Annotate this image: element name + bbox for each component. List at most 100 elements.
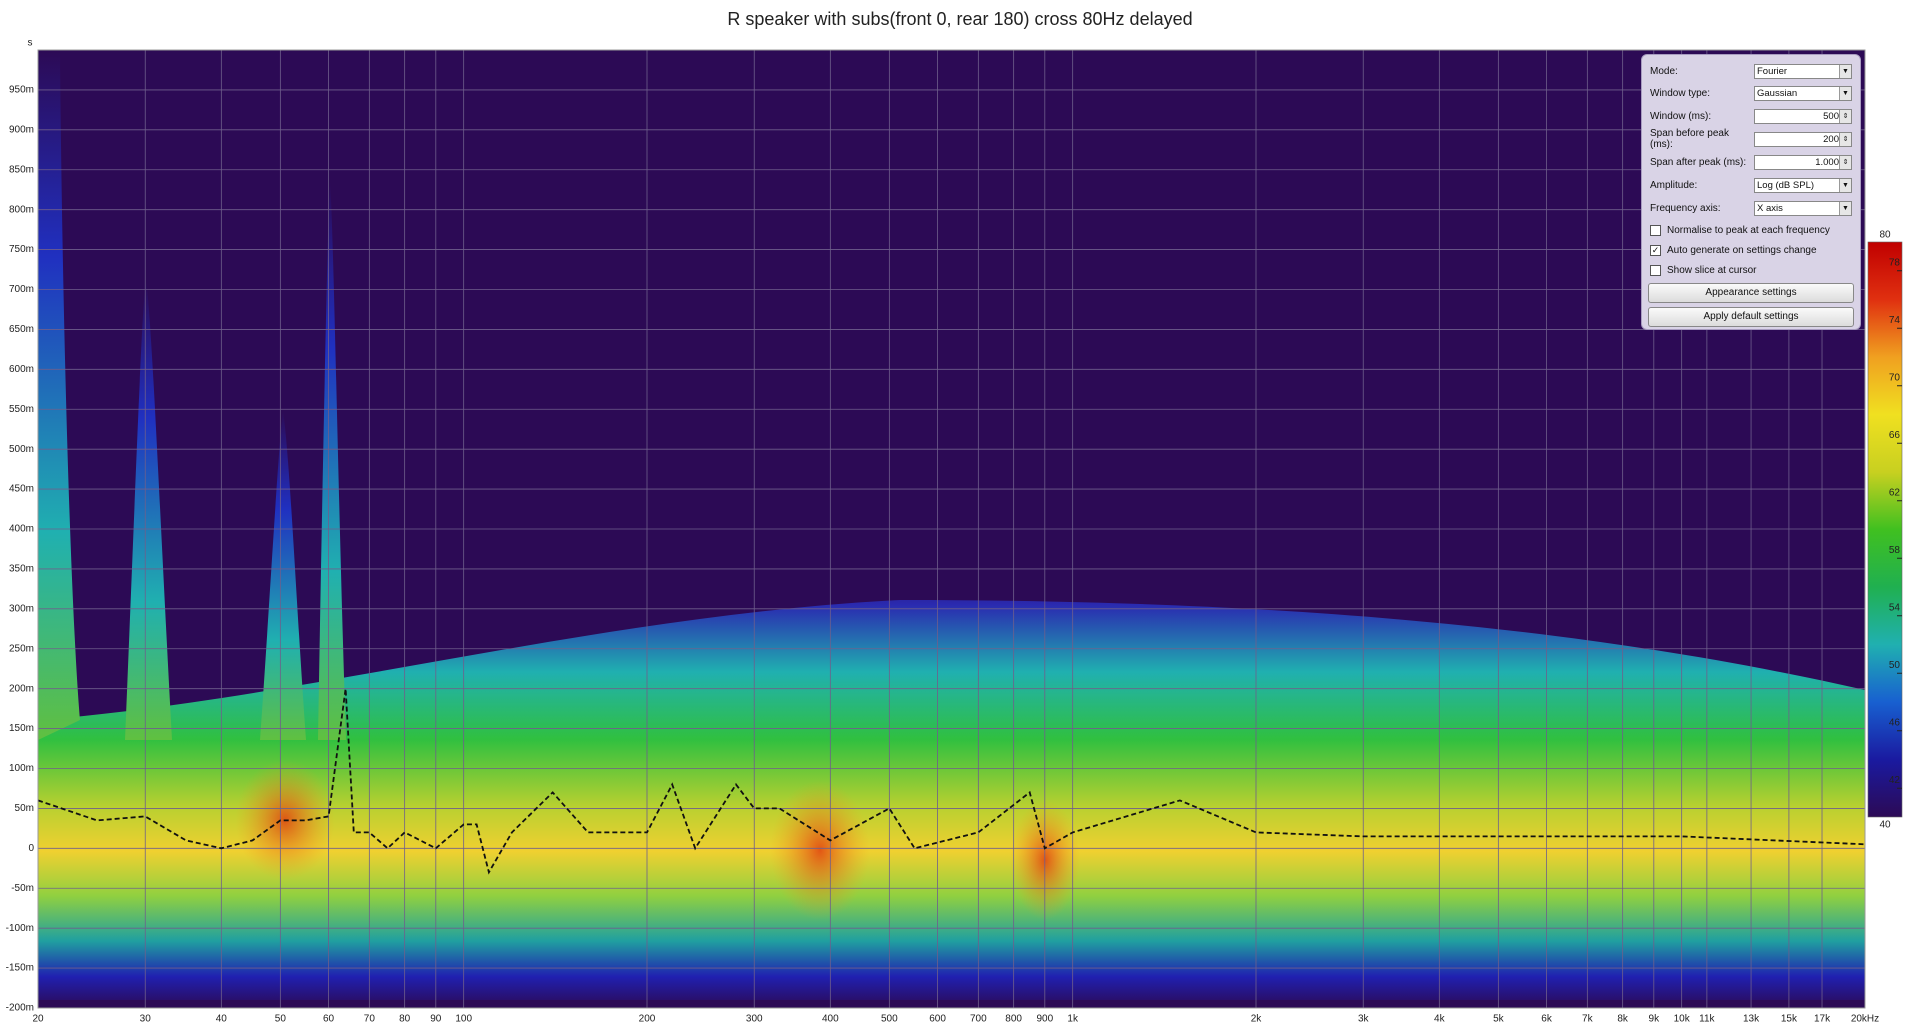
control-arrow: ▼ — [1839, 178, 1851, 192]
spinbox[interactable]: 1.000 ⇕ — [1754, 154, 1852, 170]
x-tick-label: 900 — [1036, 1014, 1053, 1025]
setting-value: X axis — [1757, 202, 1783, 214]
setting-row: Mode: Fourier ▼ — [1650, 62, 1852, 80]
setting-label: Frequency axis: — [1650, 202, 1721, 214]
settings-panel: Mode: Fourier ▼ Window type: Gaussian ▼ Window… — [1641, 54, 1861, 330]
checkbox-label: Normalise to peak at each frequency — [1667, 224, 1830, 236]
setting-label: Mode: — [1650, 65, 1678, 77]
spinbox[interactable]: 500 ⇕ — [1754, 108, 1852, 124]
x-tick-label: 8k — [1617, 1014, 1629, 1025]
y-tick-label: 400m — [9, 524, 34, 535]
y-tick-label: 500m — [9, 444, 34, 455]
setting-row: Window type: Gaussian ▼ — [1650, 84, 1852, 102]
checkbox-row[interactable]: ✓ Auto generate on settings change — [1650, 242, 1817, 258]
y-unit: s — [28, 38, 33, 49]
y-tick-label: 300m — [9, 603, 34, 614]
y-tick-label: 750m — [9, 244, 34, 255]
y-tick-label: -50m — [11, 883, 34, 894]
dropdown[interactable]: X axis ▼ — [1754, 200, 1852, 216]
dropdown[interactable]: Gaussian ▼ — [1754, 85, 1852, 101]
x-tick-label: 20kHz — [1851, 1014, 1879, 1025]
dropdown[interactable]: Log (dB SPL) ▼ — [1754, 177, 1852, 193]
y-tick-label: 150m — [9, 723, 34, 734]
checkbox — [1650, 264, 1661, 276]
setting-value: 500 — [1823, 110, 1839, 122]
dropdown[interactable]: Fourier ▼ — [1754, 63, 1852, 79]
control-arrow: ▼ — [1839, 64, 1851, 78]
x-tick-label: 600 — [929, 1014, 946, 1025]
checkbox: ✓ — [1650, 244, 1661, 256]
setting-label: Amplitude: — [1650, 179, 1698, 191]
spinbox[interactable]: 200 ⇕ — [1754, 131, 1852, 147]
control-arrow: ⇕ — [1839, 155, 1851, 169]
button[interactable]: Apply default settings — [1648, 307, 1854, 327]
colorbar-tick-label: 62 — [1889, 487, 1901, 498]
y-tick-label: 50m — [15, 803, 34, 814]
y-tick-label: 950m — [9, 85, 34, 96]
y-tick-label: 350m — [9, 564, 34, 575]
x-tick-label: 700 — [970, 1014, 987, 1025]
x-tick-label: 500 — [881, 1014, 898, 1025]
x-tick-label: 3k — [1358, 1014, 1370, 1025]
colorbar-tick-label: 58 — [1889, 545, 1901, 556]
setting-row: Amplitude: Log (dB SPL) ▼ — [1650, 176, 1852, 194]
checkbox-row[interactable]: Show slice at cursor — [1650, 262, 1756, 278]
x-tick-label: 7k — [1582, 1014, 1594, 1025]
y-tick-label: 550m — [9, 404, 34, 415]
x-tick-label: 300 — [746, 1014, 763, 1025]
y-tick-label: 800m — [9, 204, 34, 215]
x-tick-label: 70 — [364, 1014, 376, 1025]
setting-value: Fourier — [1757, 65, 1788, 77]
x-tick-label: 2k — [1251, 1014, 1263, 1025]
x-tick-label: 6k — [1541, 1014, 1553, 1025]
ticks: -200m -150m -100m -50m 0 50m 100m 150m 200m 250m 3… — [6, 85, 1880, 1025]
x-tick-label: 15k — [1781, 1014, 1798, 1025]
colorbar-tick-label: 80 — [1879, 230, 1891, 241]
y-tick-label: 650m — [9, 324, 34, 335]
setting-value: 200 — [1823, 133, 1839, 145]
colorbar-tick-label: 74 — [1889, 315, 1901, 326]
x-tick-label: 80 — [399, 1014, 411, 1025]
x-tick-label: 5k — [1493, 1014, 1505, 1025]
x-tick-label: 4k — [1434, 1014, 1446, 1025]
y-tick-label: 100m — [9, 763, 34, 774]
x-tick-label: 60 — [323, 1014, 335, 1025]
y-tick-label: 0 — [28, 843, 34, 854]
setting-label: Window type: — [1650, 87, 1711, 99]
y-tick-label: -150m — [6, 963, 34, 974]
y-tick-label: -200m — [6, 1003, 34, 1014]
setting-value: Log (dB SPL) — [1757, 179, 1815, 191]
x-tick-label: 200 — [639, 1014, 656, 1025]
setting-row: Frequency axis: X axis ▼ — [1650, 199, 1852, 217]
y-tick-label: 250m — [9, 643, 34, 654]
x-tick-label: 17k — [1814, 1014, 1831, 1025]
setting-row: Span before peak (ms): 200 ⇕ — [1650, 128, 1852, 150]
button[interactable]: Appearance settings — [1648, 283, 1854, 303]
y-tick-label: -100m — [6, 923, 34, 934]
peak-line — [37, 688, 1866, 875]
y-tick-label: 600m — [9, 364, 34, 375]
x-tick-label: 13k — [1743, 1014, 1760, 1025]
marks — [37, 688, 1866, 875]
y-tick-label: 700m — [9, 284, 34, 295]
control-arrow: ⇕ — [1839, 109, 1851, 123]
colorbar-tick-label: 70 — [1889, 372, 1901, 383]
colorbar-tick-label: 54 — [1889, 602, 1901, 613]
checkbox — [1650, 224, 1661, 236]
checkbox-label: Show slice at cursor — [1667, 264, 1757, 276]
x-tick-label: 400 — [822, 1014, 839, 1025]
colorbar-tick-label: 50 — [1889, 660, 1901, 671]
x-tick-label: 50 — [275, 1014, 287, 1025]
checkbox-row[interactable]: Normalise to peak at each frequency — [1650, 222, 1830, 238]
setting-row: Window (ms): 500 ⇕ — [1650, 107, 1852, 125]
colorbar — [1867, 241, 1903, 818]
x-tick-label: 10k — [1674, 1014, 1691, 1025]
setting-row: Span after peak (ms): 1.000 ⇕ — [1650, 153, 1852, 171]
setting-label: Span after peak (ms): — [1650, 156, 1747, 168]
x-tick-label: 1k — [1067, 1014, 1079, 1025]
x-tick-label: 30 — [140, 1014, 152, 1025]
x-tick-label: 9k — [1649, 1014, 1661, 1025]
control-arrow: ▼ — [1839, 86, 1851, 100]
x-tick-label: 11k — [1699, 1014, 1715, 1025]
